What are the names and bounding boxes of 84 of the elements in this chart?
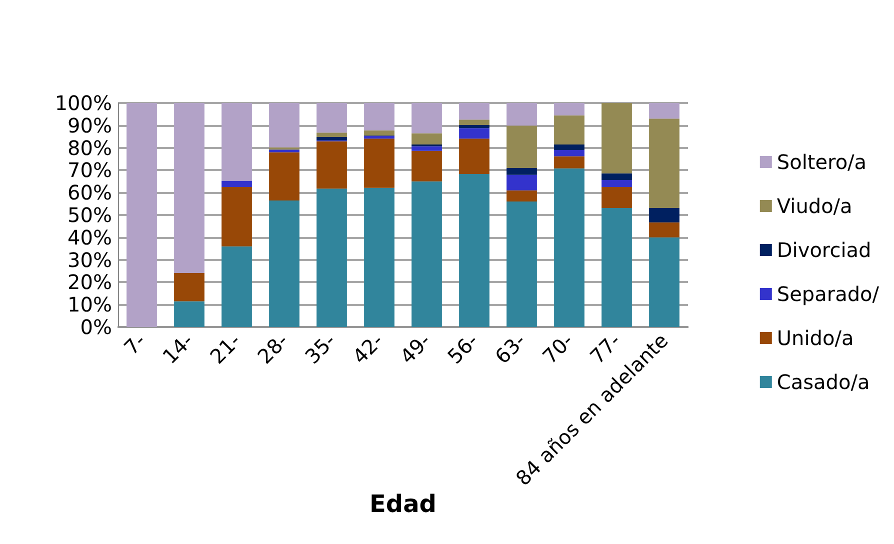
- bar: [316, 141, 347, 189]
- bar: [364, 103, 394, 130]
- bar: [649, 118, 680, 208]
- bar: [459, 138, 490, 174]
- x-axis-title: Edad: [370, 490, 436, 518]
- bar: [174, 103, 204, 274]
- bar: [554, 168, 584, 327]
- bar: [364, 136, 394, 139]
- bar: [316, 137, 347, 140]
- y-tick-label: 40%: [68, 225, 112, 250]
- bar: [316, 188, 347, 327]
- y-tick-label: 90%: [68, 113, 112, 138]
- bar: [222, 180, 252, 187]
- x-tick-label: 28-: [252, 328, 293, 369]
- x-tick-label: 63-: [490, 328, 530, 369]
- x-tick-label: 21-: [205, 328, 246, 369]
- bar: [269, 152, 300, 200]
- y-tick-label: 10%: [68, 292, 112, 317]
- legend-label: Unido/a: [776, 326, 854, 350]
- bar: [222, 187, 252, 246]
- bar: [649, 222, 680, 238]
- bar: [506, 103, 537, 126]
- bar: [554, 103, 584, 116]
- bar: [459, 120, 490, 125]
- bar: [506, 202, 537, 327]
- bar: [602, 208, 632, 327]
- bar: [459, 128, 490, 139]
- bar: [602, 180, 632, 187]
- y-tick-label: 70%: [68, 158, 112, 182]
- bar: [506, 174, 537, 190]
- bar: [459, 174, 490, 327]
- bar: [506, 168, 537, 175]
- legend-label: Viudo/a: [776, 194, 852, 218]
- x-tick-label: 70-: [538, 328, 578, 369]
- legend-label: Separado/: [776, 282, 880, 306]
- bar: [412, 103, 442, 134]
- bar: [506, 126, 537, 168]
- x-tick-label: 49-: [395, 328, 436, 369]
- x-tick-label: 56-: [442, 328, 483, 369]
- bar: [459, 103, 490, 120]
- bar: [269, 200, 300, 327]
- legend-label: Divorciad: [776, 238, 872, 262]
- bar: [269, 150, 300, 152]
- x-tick-label: 35-: [300, 328, 340, 369]
- bar: [459, 124, 490, 128]
- y-tick-label: 20%: [68, 270, 112, 294]
- bar: [602, 173, 632, 180]
- bar: [174, 301, 204, 327]
- bar: [649, 208, 680, 222]
- y-tick-label: 60%: [68, 180, 112, 205]
- legend-label: Soltero/a: [776, 150, 867, 174]
- x-tick-label: 42-: [348, 328, 388, 369]
- bar: [412, 133, 442, 144]
- bar: [554, 144, 584, 150]
- bar: [269, 147, 300, 150]
- bar: [412, 181, 442, 327]
- y-tick-label: 100%: [54, 91, 112, 115]
- y-tick-label: 50%: [68, 203, 112, 227]
- bar: [316, 132, 347, 138]
- x-tick-label: 14-: [158, 328, 198, 369]
- bar: [126, 103, 157, 327]
- bar: [222, 103, 252, 181]
- y-tick-label: 80%: [68, 136, 112, 160]
- bar: [364, 138, 394, 188]
- bar: [649, 237, 680, 327]
- bar: [554, 156, 584, 168]
- bar: [506, 190, 537, 202]
- bar: [649, 103, 680, 119]
- bar: [364, 188, 394, 327]
- bar: [174, 273, 204, 302]
- bar: [412, 150, 442, 182]
- bar: [269, 103, 300, 148]
- y-tick-label: 30%: [68, 248, 112, 272]
- bar: [412, 146, 442, 151]
- y-tick-label: 0%: [80, 315, 112, 339]
- bar: [316, 103, 347, 133]
- bar: [602, 187, 632, 208]
- legend-label: Casado/a: [776, 370, 870, 394]
- bar: [554, 150, 584, 156]
- bar: [222, 246, 252, 327]
- bar: [364, 130, 394, 136]
- bar: [602, 103, 632, 174]
- x-tick-label: 7-: [119, 328, 150, 360]
- bar: [554, 115, 584, 144]
